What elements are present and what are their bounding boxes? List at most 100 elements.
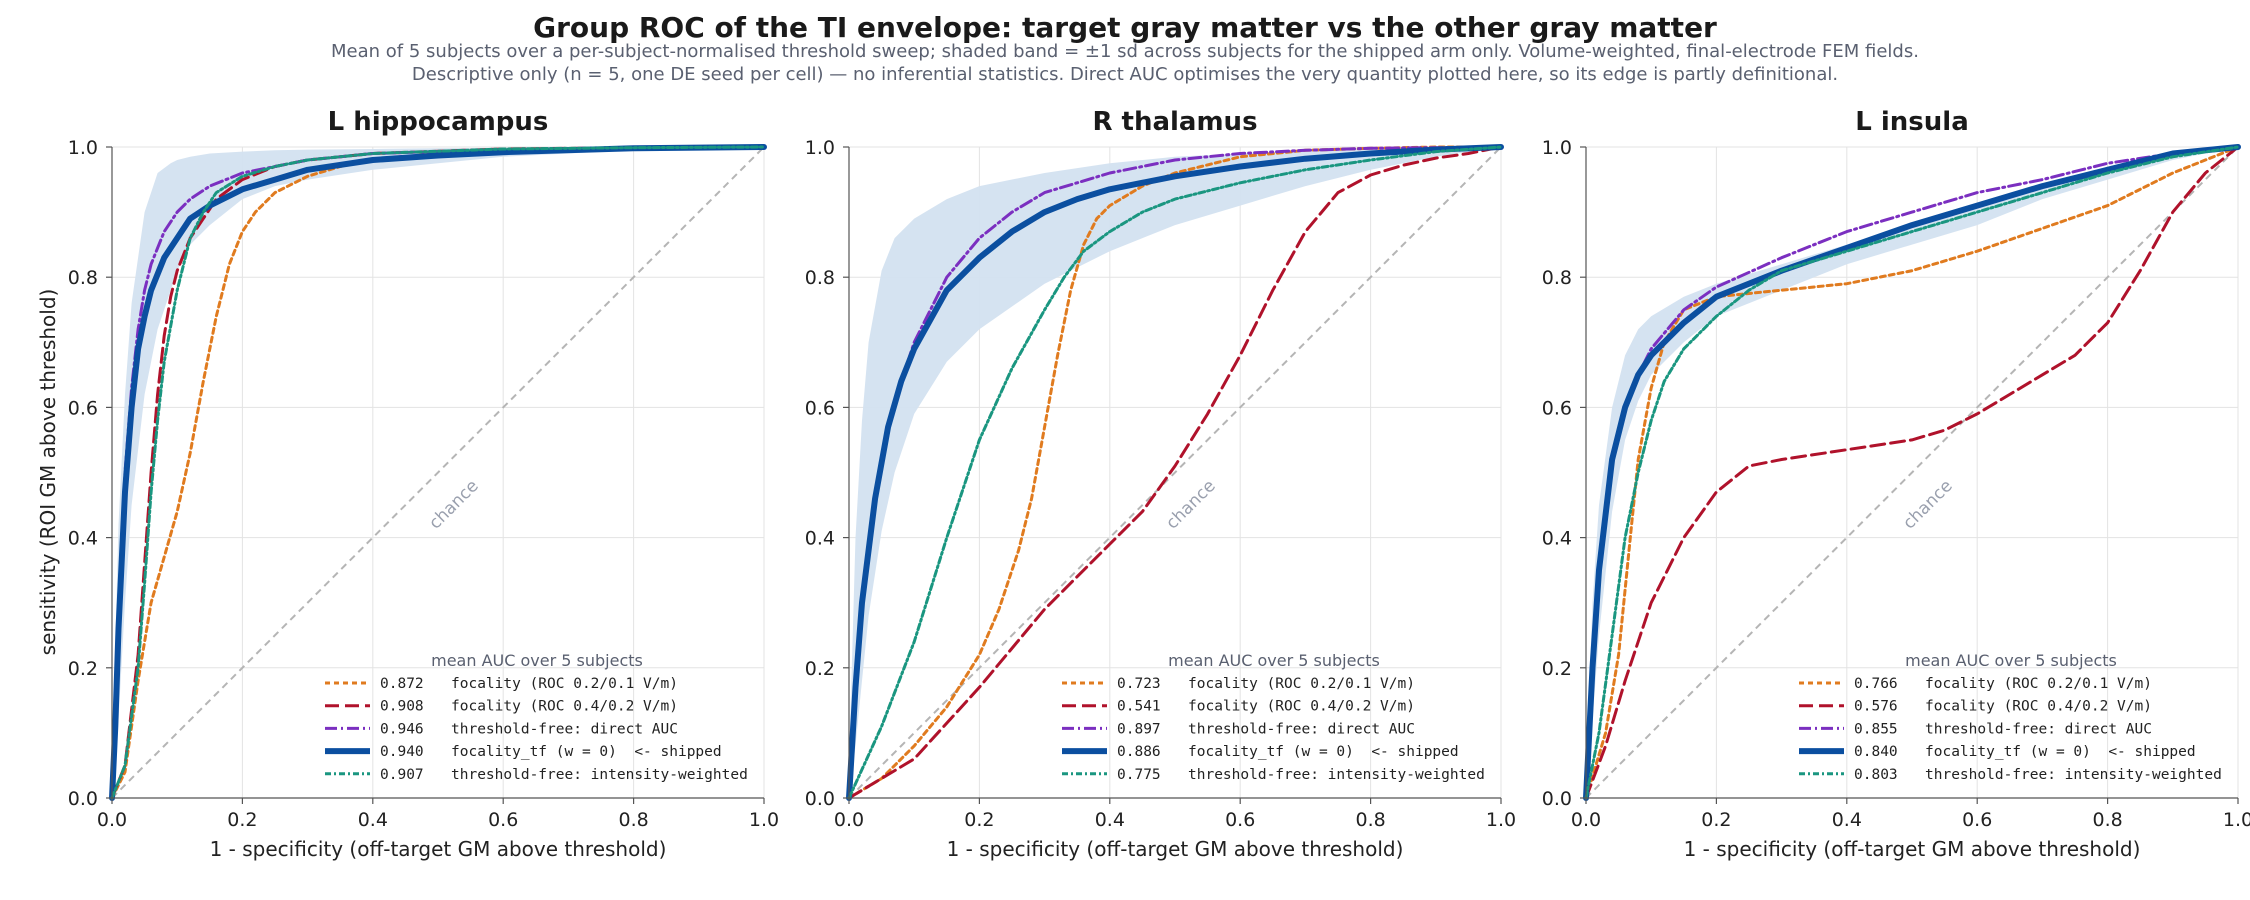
chance-line xyxy=(111,146,765,799)
y-tick-label: 1.0 xyxy=(68,137,98,159)
legend: mean AUC over 5 subjects 0.766 focality (R… xyxy=(1799,651,2222,783)
legend-auc: 0.576 xyxy=(1854,699,1898,715)
y-tick-label: 1.0 xyxy=(1542,137,1572,159)
panel-title: L insula xyxy=(1855,107,1968,137)
x-tick-label: 0.4 xyxy=(1095,809,1125,831)
legend-label: threshold-free: direct AUC xyxy=(451,721,678,737)
x-tick-label: 0.4 xyxy=(1832,809,1862,831)
chance-label: chance xyxy=(1162,476,1219,533)
legend-title: mean AUC over 5 subjects xyxy=(1168,651,1380,670)
legend-auc: 0.886 xyxy=(1117,744,1161,760)
chance-line xyxy=(848,146,1502,799)
chart-panels: L hippocampus chance 0.0 0.2 0.4 0.6 0.8 1.0 0.0… xyxy=(68,107,2250,861)
legend-label: focality (ROC 0.2/0.1 V/m) xyxy=(1188,676,1415,692)
x-tick-label: 0.0 xyxy=(834,809,864,831)
legend-label: focality (ROC 0.2/0.1 V/m) xyxy=(1925,676,2152,692)
chance-label: chance xyxy=(1899,476,1956,533)
legend-label: focality_tf (w = 0) <- shipped xyxy=(451,744,722,760)
legend-label: threshold-free: intensity-weighted xyxy=(451,767,748,783)
legend-auc: 0.897 xyxy=(1117,721,1161,737)
x-tick-label: 0.8 xyxy=(1355,809,1385,831)
y-tick-label: 0.4 xyxy=(805,528,835,550)
x-tick-label: 1.0 xyxy=(749,809,779,831)
legend-auc: 0.940 xyxy=(380,744,424,760)
x-tick-label: 0.6 xyxy=(1962,809,1992,831)
figure-subtitle-line-2: Descriptive only (n = 5, one DE seed per… xyxy=(412,64,1838,85)
roc-panel-3: L insula chance 0.0 0.2 0.4 0.6 0.8 1.0 0.0 0.2 0.… xyxy=(1542,107,2250,861)
x-tick-label: 0.8 xyxy=(618,809,648,831)
legend-label: focality (ROC 0.2/0.1 V/m) xyxy=(451,676,678,692)
x-tick-label: 1.0 xyxy=(1486,809,1516,831)
y-tick-label: 0.4 xyxy=(68,528,98,550)
x-tick-label: 0.2 xyxy=(227,809,257,831)
legend-label: focality (ROC 0.4/0.2 V/m) xyxy=(1188,699,1415,715)
series-line-4 xyxy=(109,144,767,801)
chance-line xyxy=(1585,146,2239,799)
legend-auc: 0.541 xyxy=(1117,699,1161,715)
x-tick-label: 0.4 xyxy=(358,809,388,831)
legend-label: focality (ROC 0.4/0.2 V/m) xyxy=(451,699,678,715)
legend-title: mean AUC over 5 subjects xyxy=(431,651,643,670)
legend-auc: 0.766 xyxy=(1854,676,1898,692)
x-tick-label: 0.6 xyxy=(488,809,518,831)
series-line-4 xyxy=(846,144,1504,801)
y-tick-label: 0.6 xyxy=(1542,397,1572,419)
legend-label: threshold-free: intensity-weighted xyxy=(1188,767,1485,783)
series-line-2 xyxy=(847,145,1503,800)
series-line-5 xyxy=(847,145,1503,800)
y-tick-label: 0.6 xyxy=(68,397,98,419)
legend: mean AUC over 5 subjects 0.872 focality (R… xyxy=(325,651,748,783)
legend-auc: 0.803 xyxy=(1854,767,1898,783)
legend-auc: 0.855 xyxy=(1854,721,1898,737)
x-tick-label: 1.0 xyxy=(2223,809,2250,831)
x-axis-label: 1 - specificity (off-target GM above thr… xyxy=(947,837,1404,861)
y-tick-label: 0.0 xyxy=(1542,788,1572,810)
legend: mean AUC over 5 subjects 0.723 focality (R… xyxy=(1062,651,1485,783)
y-tick-label: 0.2 xyxy=(805,658,835,680)
y-tick-label: 0.2 xyxy=(1542,658,1572,680)
roc-panel-1: L hippocampus chance 0.0 0.2 0.4 0.6 0.8 1.0 0.0… xyxy=(68,107,779,861)
chance-label: chance xyxy=(425,476,482,533)
legend-auc: 0.775 xyxy=(1117,767,1161,783)
series-line-2 xyxy=(1584,145,2240,800)
y-tick-label: 0.8 xyxy=(805,267,835,289)
legend-title: mean AUC over 5 subjects xyxy=(1905,651,2117,670)
panel-title: L hippocampus xyxy=(328,107,549,137)
series-line-5 xyxy=(1584,145,2240,800)
legend-auc: 0.840 xyxy=(1854,744,1898,760)
legend-label: threshold-free: direct AUC xyxy=(1188,721,1415,737)
y-tick-label: 0.8 xyxy=(1542,267,1572,289)
legend-auc: 0.908 xyxy=(380,699,424,715)
legend-auc: 0.872 xyxy=(380,676,424,692)
x-axis-label: 1 - specificity (off-target GM above thr… xyxy=(210,837,667,861)
legend-label: threshold-free: direct AUC xyxy=(1925,721,2152,737)
figure-subtitle-line-1: Mean of 5 subjects over a per-subject-no… xyxy=(331,41,1919,62)
legend-label: threshold-free: intensity-weighted xyxy=(1925,767,2222,783)
legend-label: focality_tf (w = 0) <- shipped xyxy=(1188,744,1459,760)
series-line-4 xyxy=(1583,144,2241,801)
x-tick-label: 0.0 xyxy=(1571,809,1601,831)
x-tick-label: 0.0 xyxy=(97,809,127,831)
y-tick-label: 0.2 xyxy=(68,658,98,680)
x-tick-label: 0.2 xyxy=(1701,809,1731,831)
legend-label: focality_tf (w = 0) <- shipped xyxy=(1925,744,2196,760)
figure-title: Group ROC of the TI envelope: target gra… xyxy=(533,11,1717,44)
x-tick-label: 0.8 xyxy=(2092,809,2122,831)
x-axis-label: 1 - specificity (off-target GM above thr… xyxy=(1684,837,2141,861)
y-tick-label: 0.8 xyxy=(68,267,98,289)
y-tick-label: 1.0 xyxy=(805,137,835,159)
roc-panel-2: R thalamus chance 0.0 0.2 0.4 0.6 0.8 1.0 0.0 0.2… xyxy=(805,107,1516,861)
legend-auc: 0.723 xyxy=(1117,676,1161,692)
legend-label: focality (ROC 0.4/0.2 V/m) xyxy=(1925,699,2152,715)
panel-title: R thalamus xyxy=(1092,107,1257,137)
y-tick-label: 0.4 xyxy=(1542,528,1572,550)
y-tick-label: 0.6 xyxy=(805,397,835,419)
y-axis-label: sensitivity (ROI GM above threshold) xyxy=(36,289,60,656)
y-tick-label: 0.0 xyxy=(805,788,835,810)
series-line-5 xyxy=(110,145,766,800)
legend-auc: 0.907 xyxy=(380,767,424,783)
y-tick-label: 0.0 xyxy=(68,788,98,810)
x-tick-label: 0.6 xyxy=(1225,809,1255,831)
x-tick-label: 0.2 xyxy=(964,809,994,831)
